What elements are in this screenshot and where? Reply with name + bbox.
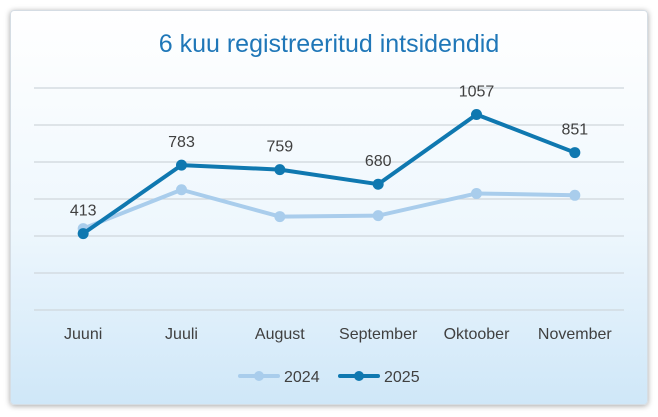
data-point-2025 bbox=[569, 147, 581, 159]
x-tick-label: November bbox=[538, 326, 612, 343]
legend-swatch-marker bbox=[254, 371, 264, 381]
data-point-2025 bbox=[176, 159, 187, 171]
data-label: 1057 bbox=[459, 83, 495, 100]
legend: 2024 2025 bbox=[238, 369, 420, 386]
data-label: 680 bbox=[365, 153, 392, 170]
data-point-2024 bbox=[176, 184, 187, 196]
x-tick-label: Juuli bbox=[165, 326, 198, 343]
data-point-2024 bbox=[372, 210, 384, 222]
x-tick-label: September bbox=[339, 326, 418, 343]
x-tick-label: Oktoober bbox=[444, 326, 510, 343]
series-line-2025 bbox=[81, 112, 577, 236]
legend-swatch-marker bbox=[354, 371, 364, 381]
series-line-2024 bbox=[81, 187, 577, 231]
legend-entry: 2025 bbox=[384, 369, 420, 386]
data-label: 851 bbox=[561, 122, 588, 139]
series-layer bbox=[77, 108, 581, 240]
data-point-2024 bbox=[471, 187, 482, 199]
chart-title: 6 kuu registreeritud intsidendid bbox=[159, 30, 499, 58]
x-tick-label: August bbox=[255, 326, 305, 343]
data-point-2024 bbox=[274, 211, 286, 223]
chart-card bbox=[10, 10, 648, 405]
gridlines bbox=[34, 87, 624, 311]
legend-entry: 2024 bbox=[284, 369, 320, 386]
data-point-2024 bbox=[569, 189, 581, 201]
x-axis-tick-labels: Juuni Juuli August September Oktoober Novembe… bbox=[64, 326, 612, 343]
data-point-2025 bbox=[471, 108, 482, 120]
data-point-2025 bbox=[77, 228, 89, 240]
data-point-2025 bbox=[372, 178, 384, 190]
data-label: 783 bbox=[168, 134, 195, 151]
data-point-2025 bbox=[274, 164, 286, 176]
data-label: 413 bbox=[70, 203, 97, 220]
data-label: 759 bbox=[266, 139, 293, 156]
x-tick-label: Juuni bbox=[64, 326, 102, 343]
data-labels: 413 783 759 680 1057 851 bbox=[70, 83, 588, 219]
